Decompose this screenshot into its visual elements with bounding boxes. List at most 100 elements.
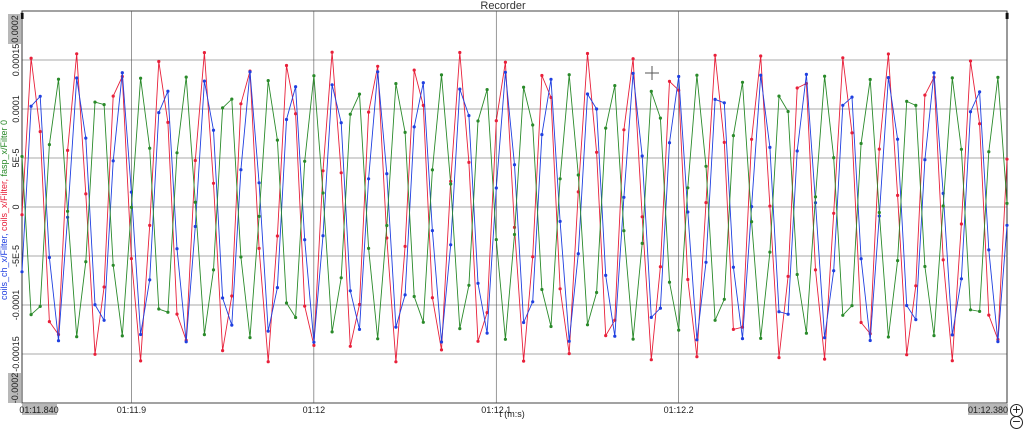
data-point-2-107	[996, 75, 1000, 79]
data-point-2-74	[695, 73, 699, 77]
data-point-1-64	[604, 273, 608, 277]
series-1	[20, 70, 1009, 344]
y-tick-label-3: 0	[11, 204, 21, 209]
data-point-0-64	[604, 334, 608, 338]
data-point-0-106	[987, 313, 991, 317]
data-point-0-85	[795, 86, 799, 90]
data-point-0-12	[129, 257, 133, 261]
data-point-2-19	[193, 200, 197, 204]
data-point-0-17	[175, 312, 179, 316]
data-point-1-60	[567, 339, 571, 343]
data-point-2-79	[740, 80, 745, 84]
data-point-1-7	[84, 136, 88, 140]
data-point-1-3	[47, 255, 52, 260]
data-point-2-93	[868, 77, 872, 82]
data-point-2-40	[385, 223, 389, 228]
data-point-1-81	[759, 73, 763, 77]
data-point-1-20	[202, 79, 206, 83]
data-point-1-58	[549, 77, 553, 81]
data-point-0-59	[558, 287, 562, 291]
data-point-2-41	[394, 82, 398, 86]
data-point-0-84	[786, 274, 790, 278]
data-point-0-50	[476, 339, 480, 343]
data-point-2-101	[941, 204, 945, 208]
data-point-0-91	[850, 131, 854, 135]
data-point-2-78	[731, 134, 736, 138]
data-point-2-75	[704, 164, 708, 168]
data-point-1-97	[905, 303, 909, 308]
data-point-1-14	[148, 278, 152, 282]
data-point-2-106	[987, 150, 991, 154]
data-point-0-34	[330, 50, 334, 54]
data-point-2-16	[166, 310, 170, 314]
series-group	[20, 50, 1009, 364]
data-point-0-35	[339, 171, 343, 175]
data-point-1-76	[713, 97, 717, 101]
data-point-0-101	[941, 258, 945, 262]
data-point-2-97	[905, 99, 909, 103]
data-point-0-99	[923, 93, 927, 97]
data-point-2-22	[221, 106, 225, 110]
data-point-2-94	[877, 210, 881, 215]
data-point-2-45	[430, 168, 434, 172]
series-2	[20, 73, 1009, 341]
data-point-1-32	[312, 340, 316, 344]
data-point-2-20	[202, 333, 206, 337]
data-point-1-105	[978, 90, 982, 94]
data-point-1-89	[832, 269, 836, 273]
data-point-0-15	[157, 59, 161, 64]
crosshair-marker	[645, 66, 659, 80]
data-point-2-39	[376, 337, 380, 341]
data-point-2-9	[102, 103, 106, 107]
zoom-out-button[interactable]: −	[1010, 415, 1023, 429]
data-point-1-67	[631, 71, 635, 75]
data-point-0-90	[841, 56, 845, 60]
x-axis-label: t (m:s)	[499, 409, 525, 419]
data-point-0-8	[93, 352, 97, 356]
y-min-label: -0.0002	[10, 373, 20, 404]
data-point-2-37	[357, 92, 362, 96]
data-point-0-3	[47, 320, 52, 324]
data-point-1-28	[275, 286, 279, 290]
data-point-2-92	[859, 141, 863, 146]
data-point-2-4	[56, 77, 61, 81]
data-point-2-108	[1005, 201, 1009, 205]
data-point-2-27	[266, 79, 270, 83]
data-point-2-11	[120, 334, 124, 338]
data-point-1-93	[868, 338, 872, 343]
data-point-2-65	[613, 84, 617, 88]
data-point-1-45	[430, 229, 434, 233]
data-point-1-78	[731, 265, 736, 269]
data-point-0-26	[257, 246, 261, 250]
data-point-0-68	[640, 215, 644, 219]
x-tick-label-2: 01:12.1	[481, 405, 511, 415]
data-point-0-82	[768, 204, 772, 208]
cursor-handle-1[interactable]: ▮	[1005, 11, 1009, 20]
data-point-0-16	[166, 120, 170, 124]
data-point-1-100	[932, 71, 936, 75]
data-point-2-50	[476, 119, 480, 123]
data-point-0-53	[503, 60, 507, 64]
data-point-0-104	[968, 59, 973, 63]
cursor-handle-0[interactable]: ▮	[20, 11, 24, 20]
data-point-1-88	[823, 336, 827, 340]
data-point-2-99	[923, 264, 927, 269]
data-point-2-29	[284, 301, 289, 305]
data-point-1-31	[303, 238, 307, 242]
data-point-0-57	[540, 73, 544, 78]
data-point-1-9	[102, 318, 106, 322]
data-point-0-80	[750, 137, 754, 141]
data-point-0-36	[348, 344, 352, 348]
data-point-2-56	[531, 123, 535, 127]
data-point-2-33	[321, 191, 325, 195]
data-point-0-108	[1005, 157, 1009, 161]
data-point-1-54	[512, 163, 517, 167]
zoom-in-button[interactable]: +	[1010, 403, 1023, 417]
data-point-0-37	[357, 302, 362, 307]
data-point-0-94	[877, 147, 881, 151]
data-point-1-86	[804, 72, 809, 76]
data-point-0-83	[777, 356, 781, 360]
data-point-1-10	[111, 159, 115, 163]
data-point-2-82	[768, 250, 772, 254]
